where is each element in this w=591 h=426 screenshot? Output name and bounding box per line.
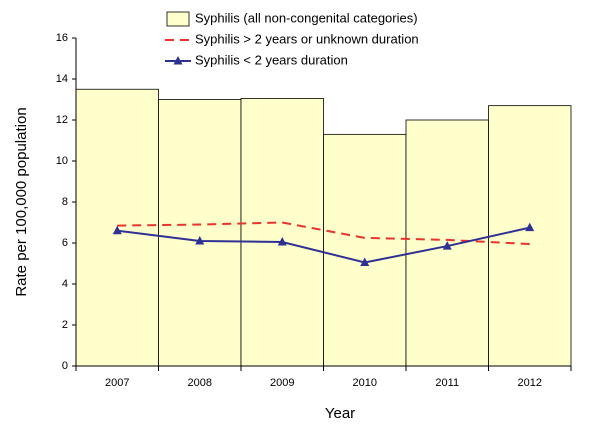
x-tick-label: 2011: [435, 377, 459, 389]
line-marker: [195, 235, 205, 245]
legend-label: Syphilis > 2 years or unknown duration: [195, 31, 419, 46]
legend-swatch: [166, 11, 190, 27]
legend-label: Syphilis (all non-congenital categories): [195, 10, 418, 25]
bar: [158, 99, 242, 367]
y-tick-label: 14: [56, 73, 68, 85]
legend-label: Syphilis < 2 years duration: [195, 52, 348, 67]
bar: [488, 105, 572, 367]
x-axis-label: Year: [325, 405, 355, 422]
bar: [240, 98, 324, 367]
y-tick-label: 8: [62, 196, 68, 208]
y-tick-label: 0: [62, 360, 68, 372]
x-tick-label: 2007: [105, 377, 129, 389]
legend-marker: [173, 56, 183, 65]
y-tick-label: 10: [56, 155, 68, 167]
y-axis-label: Rate per 100,000 population: [13, 107, 30, 296]
line-series: [117, 221, 530, 246]
line-marker: [112, 225, 122, 235]
line-marker: [277, 236, 287, 246]
y-tick-label: 6: [62, 237, 68, 249]
bar: [323, 133, 407, 367]
line-marker: [525, 222, 535, 232]
y-tick-label: 16: [56, 32, 68, 44]
y-tick-label: 12: [56, 114, 68, 126]
y-tick-label: 4: [62, 278, 68, 290]
x-tick-label: 2008: [188, 377, 212, 389]
line-series: [117, 226, 530, 264]
x-tick-label: 2010: [353, 377, 377, 389]
x-tick-label: 2009: [270, 377, 294, 389]
x-tick-label: 2012: [518, 377, 542, 389]
y-tick-label: 2: [62, 319, 68, 331]
line-marker: [360, 257, 370, 266]
line-marker: [442, 241, 452, 250]
